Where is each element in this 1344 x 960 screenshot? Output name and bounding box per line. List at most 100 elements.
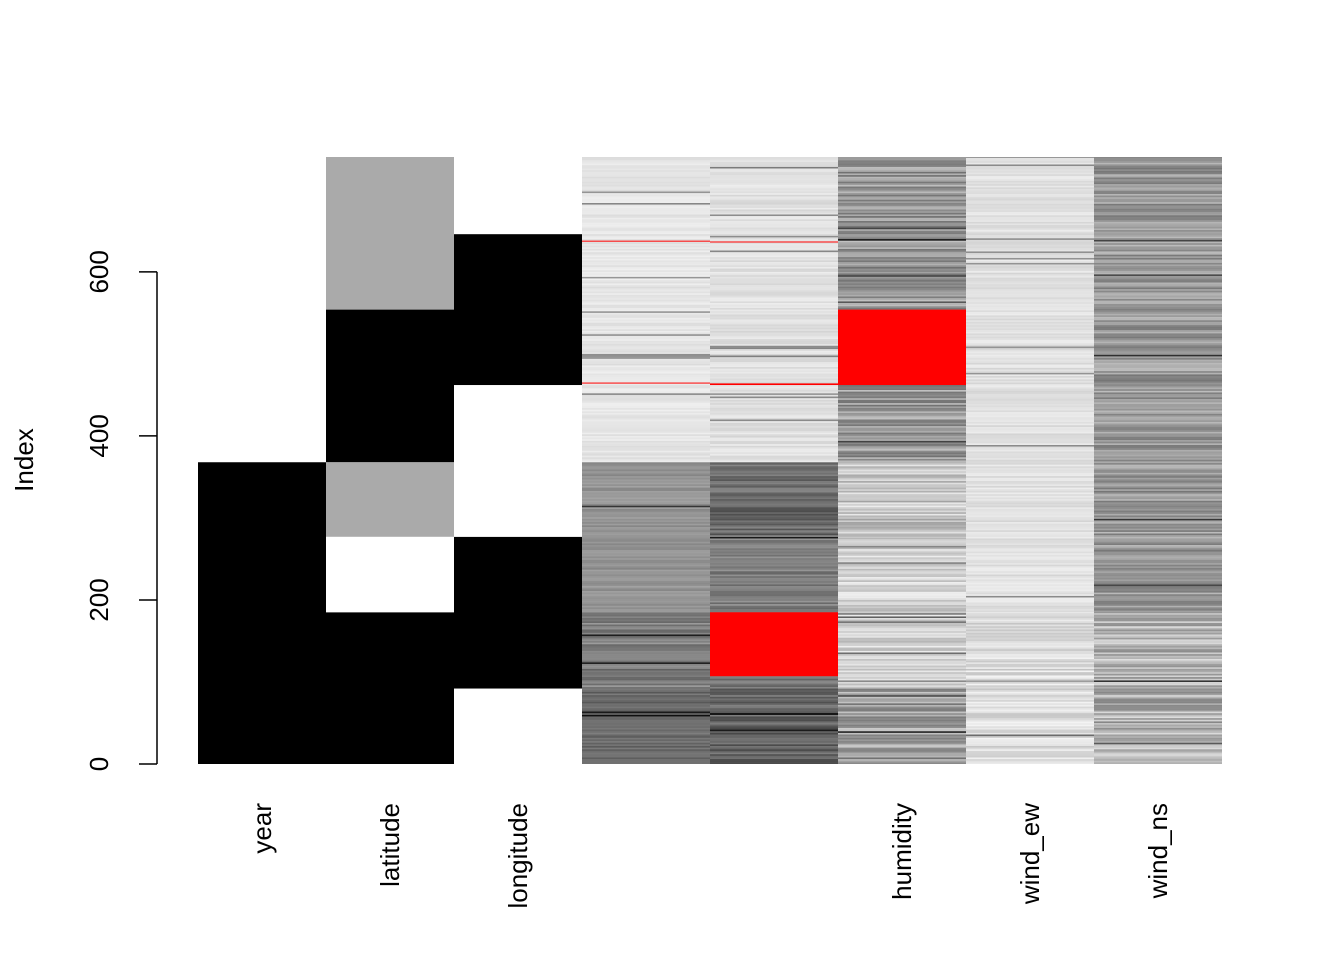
heatmap-row — [966, 741, 1094, 743]
heatmap-row — [710, 553, 838, 555]
heatmap-row — [710, 321, 838, 323]
heatmap-row — [582, 275, 710, 277]
heatmap-row — [1094, 629, 1222, 632]
heatmap-row — [966, 726, 1094, 728]
heatmap-row — [838, 471, 966, 473]
heatmap-row — [582, 219, 710, 221]
heatmap-row — [966, 672, 1094, 674]
heatmap-row — [838, 191, 966, 194]
heatmap-row — [582, 604, 710, 606]
heatmap-row — [1094, 659, 1222, 661]
heatmap-row — [838, 257, 966, 259]
heatmap-row — [966, 567, 1094, 570]
heatmap-row — [966, 312, 1094, 314]
heatmap-row — [582, 691, 710, 694]
heatmap-row — [710, 224, 838, 226]
heatmap-row — [838, 447, 966, 450]
heatmap-row — [1094, 660, 1222, 663]
heatmap-row — [966, 703, 1094, 705]
heatmap-row — [966, 665, 1094, 668]
heatmap-row — [966, 724, 1094, 727]
heatmap-row — [1094, 642, 1222, 645]
heatmap-row — [1094, 354, 1222, 357]
heatmap-row — [710, 490, 838, 493]
heatmap-row — [966, 677, 1094, 679]
heatmap-row — [838, 250, 966, 253]
heatmap-row — [582, 289, 710, 292]
heatmap-row — [582, 608, 710, 611]
heatmap-row — [966, 718, 1094, 720]
heatmap-row — [582, 453, 710, 456]
heatmap-row — [710, 235, 838, 238]
heatmap-row — [710, 736, 838, 738]
heatmap-row — [838, 220, 966, 223]
heatmap-row — [966, 339, 1094, 342]
heatmap-row — [838, 275, 966, 277]
heatmap-row — [582, 265, 710, 267]
heatmap-row — [966, 223, 1094, 226]
heatmap-row — [710, 695, 838, 697]
heatmap-row — [710, 330, 838, 333]
heatmap-row — [710, 726, 838, 728]
heatmap-row — [582, 477, 710, 480]
heatmap-row — [582, 515, 710, 518]
heatmap-row — [710, 427, 838, 430]
heatmap-row — [1094, 721, 1222, 723]
heatmap-row — [582, 517, 710, 519]
heatmap-row — [838, 202, 966, 205]
heatmap-row — [1094, 586, 1222, 588]
heatmap-row — [966, 366, 1094, 368]
heatmap-row — [966, 167, 1094, 170]
heatmap-row — [966, 354, 1094, 357]
heatmap-row — [1094, 346, 1222, 349]
heatmap-row — [1094, 293, 1222, 296]
heatmap-row — [582, 535, 710, 537]
heatmap-row — [710, 317, 838, 320]
heatmap-row — [966, 500, 1094, 503]
heatmap-row — [966, 536, 1094, 539]
heatmap-row — [710, 541, 838, 544]
heatmap-row — [582, 386, 710, 389]
heatmap-row — [710, 278, 838, 281]
heatmap-row — [710, 263, 838, 266]
heatmap-row — [966, 174, 1094, 176]
heatmap-row — [966, 239, 1094, 242]
heatmap-row — [582, 207, 710, 210]
heatmap-row — [710, 445, 838, 448]
heatmap-row — [966, 634, 1094, 637]
heatmap-row — [710, 288, 838, 290]
heatmap-row — [710, 586, 838, 588]
heatmap-block — [454, 157, 582, 235]
heatmap-row — [838, 744, 966, 746]
heatmap-row — [1094, 362, 1222, 365]
heatmap-row — [582, 352, 710, 354]
heatmap-row — [838, 399, 966, 402]
heatmap-row — [966, 184, 1094, 186]
heatmap-row — [710, 690, 838, 692]
heatmap-row — [966, 683, 1094, 686]
heatmap-block — [326, 462, 454, 537]
heatmap-row — [966, 182, 1094, 185]
heatmap-row — [838, 713, 966, 715]
heatmap-row — [838, 537, 966, 540]
heatmap-row — [582, 216, 710, 218]
heatmap-row — [838, 435, 966, 438]
heatmap-row — [966, 308, 1094, 311]
heatmap-row — [710, 389, 838, 392]
heatmap-row — [710, 749, 838, 751]
heatmap-row — [710, 741, 838, 743]
heatmap-row — [582, 544, 710, 547]
heatmap-row — [1094, 760, 1222, 763]
heatmap-row — [966, 159, 1094, 162]
heatmap-row — [582, 419, 710, 422]
heatmap-row — [582, 366, 710, 369]
heatmap-row — [582, 286, 710, 289]
heatmap-row — [710, 485, 838, 488]
heatmap-row — [582, 266, 710, 269]
heatmap-row — [966, 507, 1094, 509]
heatmap-row — [838, 533, 966, 536]
heatmap-row — [1094, 594, 1222, 596]
heatmap-row — [710, 258, 838, 261]
heatmap-row — [582, 348, 710, 351]
heatmap-row — [582, 450, 710, 453]
